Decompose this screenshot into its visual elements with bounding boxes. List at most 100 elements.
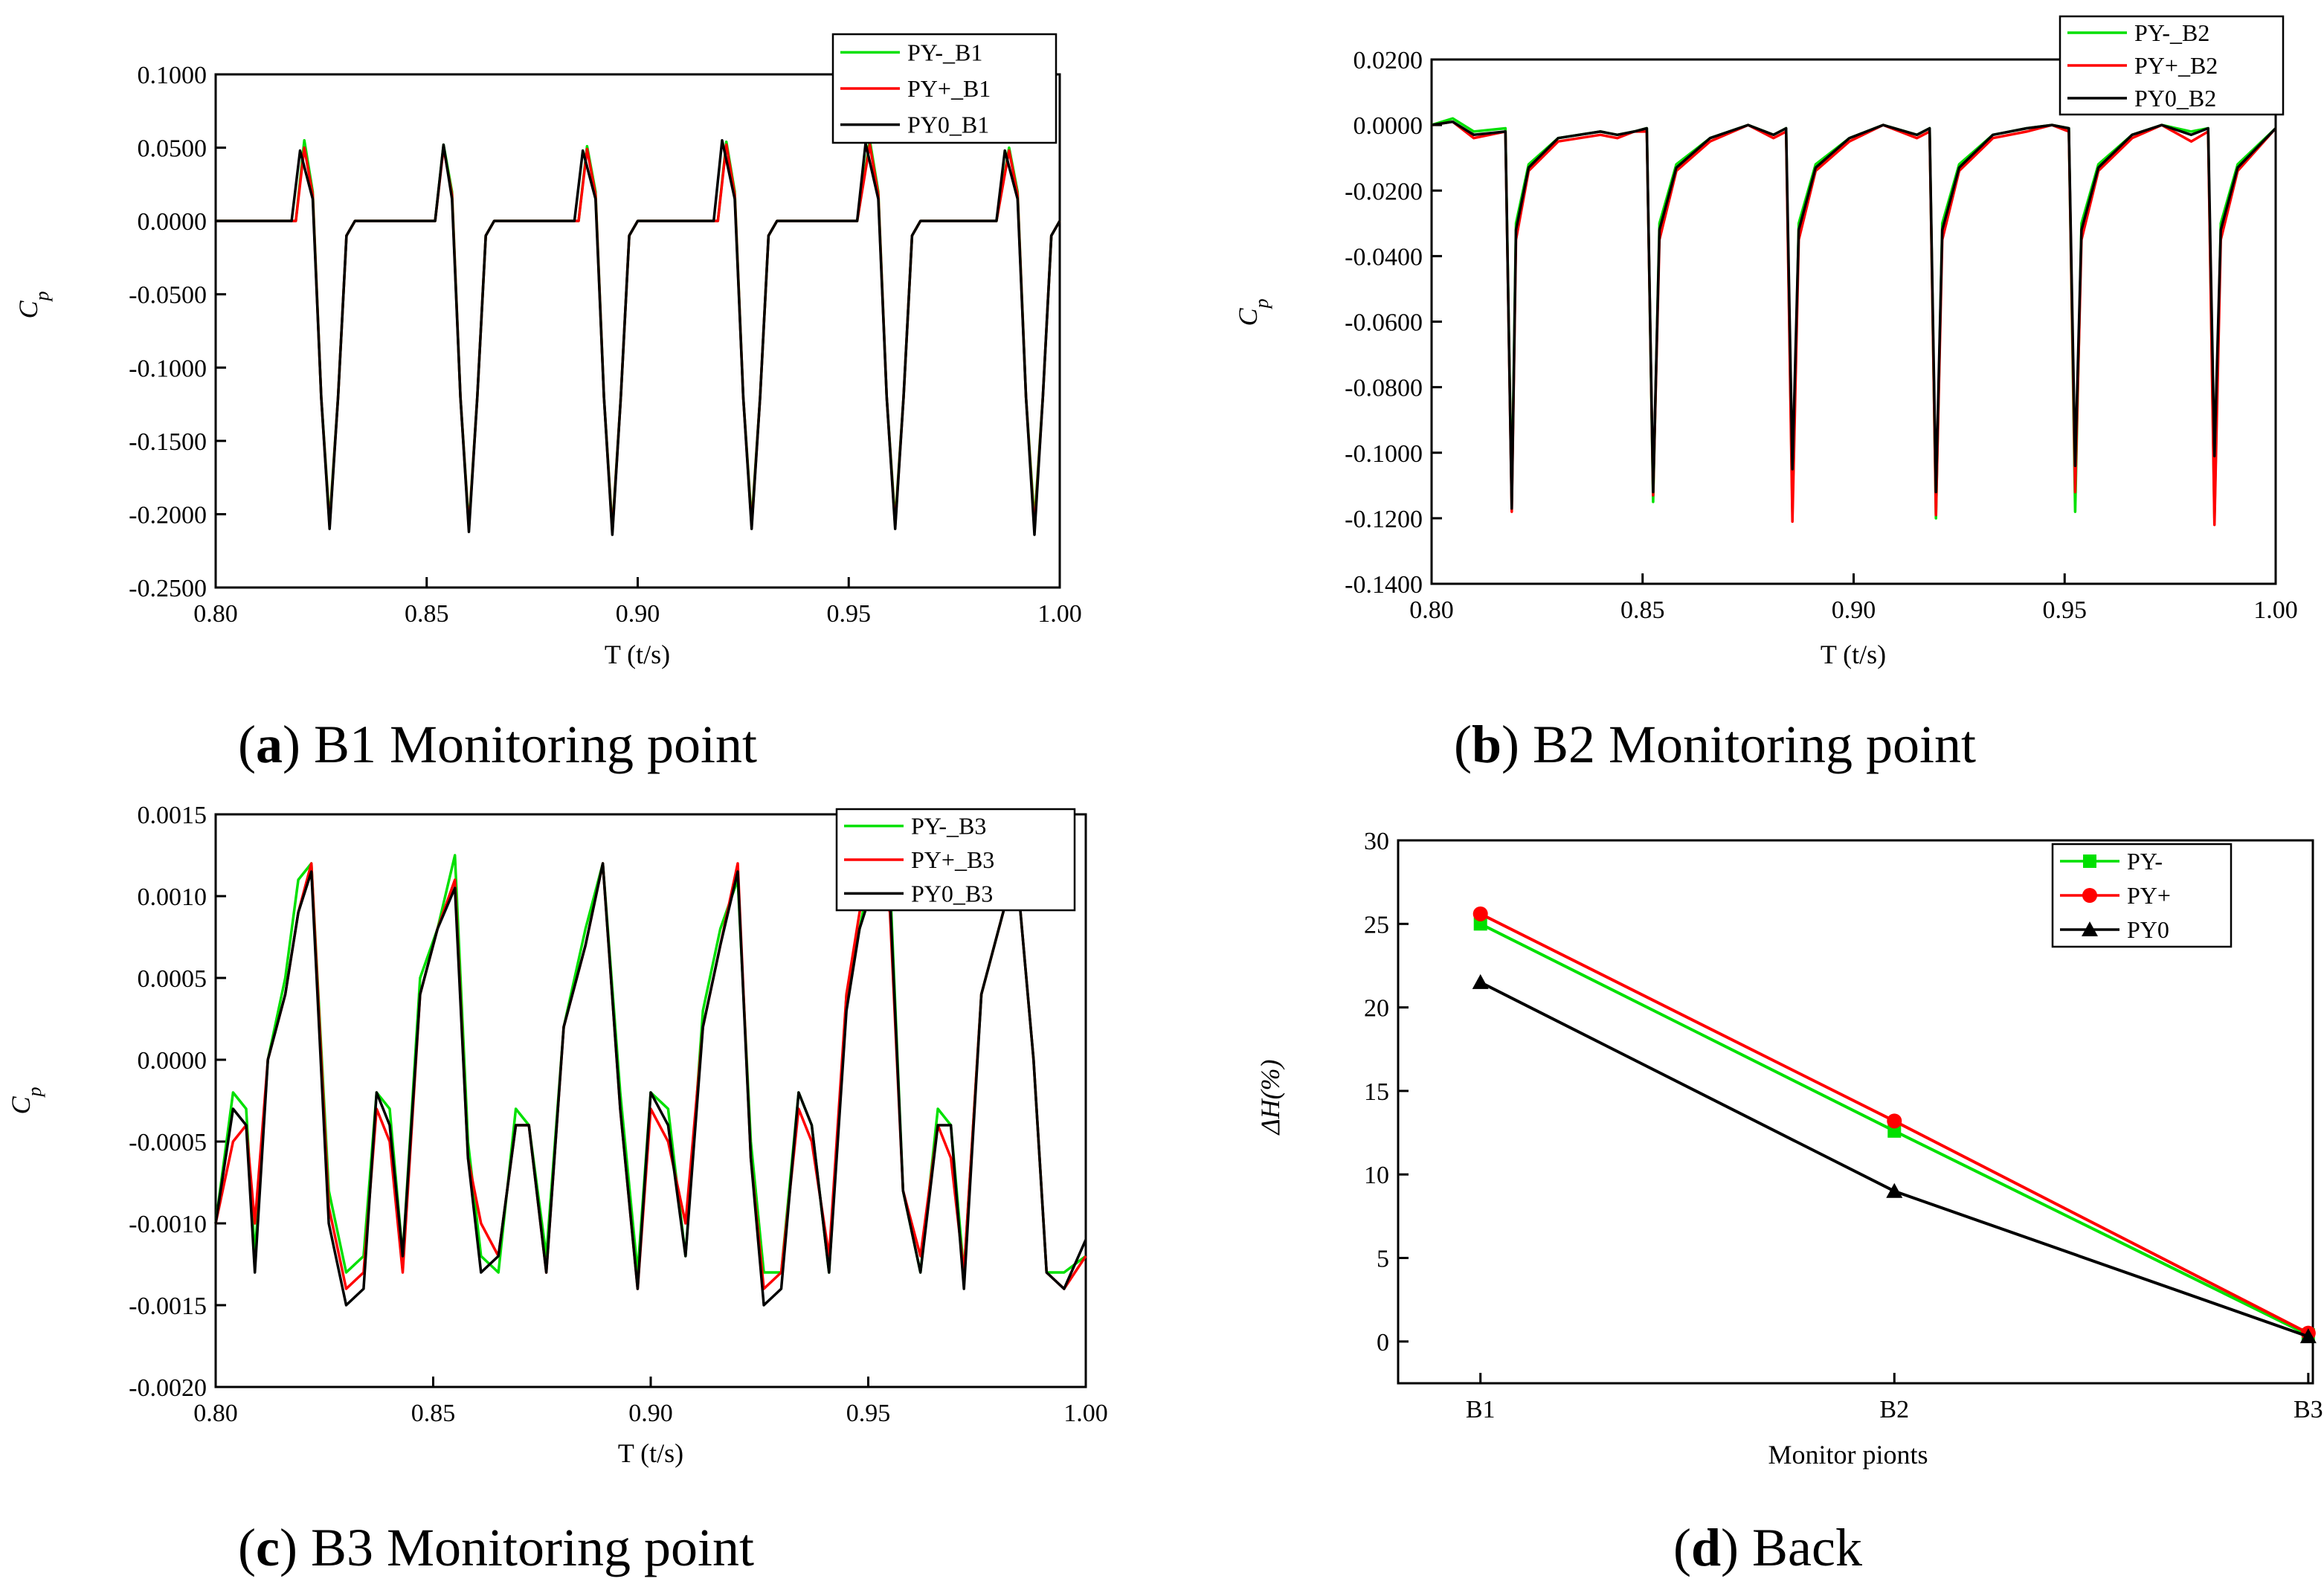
y-axis-label: Cp bbox=[6, 1087, 45, 1114]
y-tick-label: 15 bbox=[1364, 1078, 1389, 1106]
x-tick-label: 0.90 bbox=[1832, 596, 1876, 624]
x-tick-label: 0.85 bbox=[1620, 596, 1665, 624]
x-axis-label: T (t/s) bbox=[618, 1438, 683, 1468]
panel-caption: (a) B1 Monitoring point bbox=[238, 715, 757, 774]
series-line-pyplus-b3 bbox=[214, 846, 1087, 1290]
axis-ticks: 0.0200 0.0000 -0.0200 -0.0400 -0.0600 -0.0800… bbox=[1345, 47, 2298, 624]
data-point-py0 bbox=[2299, 1328, 2317, 1344]
y-tick-label: 10 bbox=[1364, 1162, 1389, 1189]
legend-marker bbox=[2082, 888, 2097, 903]
legend-marker bbox=[2083, 854, 2096, 868]
data-point-py0 bbox=[1472, 973, 1489, 989]
y-tick-label: 0.0000 bbox=[138, 1047, 207, 1075]
x-tick-label: B3 bbox=[2294, 1396, 2323, 1423]
y-tick-label: -0.1500 bbox=[129, 428, 207, 456]
y-tick-label: 0.0005 bbox=[138, 965, 207, 993]
y-tick-label: 0.0010 bbox=[138, 883, 207, 911]
y-tick-label: 0 bbox=[1377, 1329, 1389, 1356]
series-line-py0-b1 bbox=[216, 138, 1061, 536]
y-tick-label: -0.0500 bbox=[129, 282, 207, 309]
legend-label: PY0_B2 bbox=[2134, 85, 2216, 112]
x-tick-label: 0.95 bbox=[827, 600, 872, 628]
y-tick-label: 0.0500 bbox=[138, 135, 207, 163]
y-tick-label: 0.0000 bbox=[138, 208, 207, 236]
legend-label: PY-_B3 bbox=[911, 813, 986, 840]
x-tick-label: 0.80 bbox=[193, 600, 238, 628]
x-tick-label: 0.85 bbox=[411, 1400, 456, 1427]
legend: PY-_B3 PY+_B3 PY0_B3 bbox=[835, 808, 1076, 912]
series-line-pyplus-b2 bbox=[1431, 120, 2277, 527]
y-tick-label: 5 bbox=[1377, 1246, 1389, 1273]
panel-caption: (c) B3 Monitoring point bbox=[238, 1518, 754, 1577]
x-axis-label: T (t/s) bbox=[605, 640, 670, 669]
x-tick-label: 0.95 bbox=[846, 1400, 891, 1427]
x-tick-label: 0.90 bbox=[616, 600, 660, 628]
y-tick-label: -0.0020 bbox=[129, 1374, 207, 1402]
x-tick-label: 0.95 bbox=[2043, 596, 2088, 624]
panel-c: 0.0015 0.0010 0.0005 0.0000 -0.0005 -0.0010 -0… bbox=[6, 802, 1108, 1577]
y-tick-label: -0.0600 bbox=[1345, 309, 1423, 337]
x-tick-label: B2 bbox=[1879, 1396, 1909, 1423]
legend: PY- PY+ PY0 bbox=[2051, 843, 2233, 948]
y-axis-label: Cp bbox=[1233, 298, 1272, 326]
series-layer bbox=[216, 138, 1061, 536]
series-line-pyminus-b2 bbox=[1431, 117, 2277, 520]
x-axis-label: Monitor pionts bbox=[1768, 1440, 1928, 1470]
panel-caption: (b) B2 Monitoring point bbox=[1454, 715, 1976, 774]
y-axis-label: Cp bbox=[13, 291, 53, 318]
legend-label: PY+_B3 bbox=[911, 846, 994, 873]
legend: PY-_B2 PY+_B2 PY0_B2 bbox=[2059, 15, 2285, 116]
x-tick-label: 1.00 bbox=[2253, 596, 2298, 624]
x-tick-label: 0.90 bbox=[628, 1400, 673, 1427]
y-tick-label: -0.0015 bbox=[129, 1293, 207, 1320]
y-tick-label: 0.0200 bbox=[1353, 47, 1423, 74]
axis-ticks: 0.1000 0.0500 0.0000 -0.0500 -0.1000 -0.1500 -… bbox=[129, 62, 1082, 628]
y-tick-label: -0.0010 bbox=[129, 1211, 207, 1238]
y-tick-label: -0.0005 bbox=[129, 1129, 207, 1156]
legend-marker bbox=[2082, 921, 2098, 936]
axis-ticks: 30 25 20 15 10 5 0 B1 B2 B3 bbox=[1364, 828, 2323, 1423]
y-tick-label: -0.1000 bbox=[129, 355, 207, 382]
y-tick-label: -0.0800 bbox=[1345, 375, 1423, 402]
series-line-pyminus-b3 bbox=[214, 854, 1087, 1274]
legend-label: PY- bbox=[2127, 848, 2163, 875]
legend-label: PY-_B1 bbox=[907, 39, 982, 65]
panel-caption: (d) Back bbox=[1673, 1518, 1862, 1577]
legend-label: PY-_B2 bbox=[2134, 19, 2209, 46]
y-tick-label: 20 bbox=[1364, 995, 1389, 1023]
y-tick-label: -0.1000 bbox=[1345, 440, 1423, 468]
x-tick-label: 1.00 bbox=[1063, 1400, 1108, 1427]
y-tick-label: -0.2500 bbox=[129, 575, 207, 602]
legend-label: PY+ bbox=[2127, 882, 2171, 909]
panel-b: 0.0200 0.0000 -0.0200 -0.0400 -0.0600 -0.0800… bbox=[1233, 15, 2298, 774]
y-tick-label: -0.0200 bbox=[1345, 178, 1423, 205]
plot-frame bbox=[1397, 839, 2314, 1385]
legend-label: PY0_B3 bbox=[911, 880, 993, 907]
panel-a: 0.1000 0.0500 0.0000 -0.0500 -0.1000 -0.1500 -… bbox=[13, 33, 1082, 774]
legend-label: PY+_B1 bbox=[907, 75, 991, 102]
series-line-py0-b2 bbox=[1431, 120, 2277, 510]
y-tick-label: -0.0400 bbox=[1345, 243, 1423, 271]
data-point-pyplus bbox=[1887, 1113, 1902, 1129]
data-point-pyminus bbox=[1473, 917, 1487, 931]
series-layer bbox=[1472, 906, 2317, 1344]
y-tick-label: 0.0015 bbox=[138, 802, 207, 829]
series-line-py0-b3 bbox=[214, 862, 1087, 1307]
legend-label: PY0_B1 bbox=[907, 112, 989, 138]
y-tick-label: 25 bbox=[1364, 911, 1389, 939]
series-layer bbox=[1431, 117, 2277, 527]
x-tick-label: 0.80 bbox=[1409, 596, 1454, 624]
x-axis-label: T (t/s) bbox=[1821, 640, 1886, 669]
y-tick-label: -0.2000 bbox=[129, 501, 207, 529]
x-tick-label: 1.00 bbox=[1037, 600, 1082, 628]
axis-ticks: 0.0015 0.0010 0.0005 0.0000 -0.0005 -0.0010 -0… bbox=[129, 802, 1108, 1427]
legend-label: PY+_B2 bbox=[2134, 52, 2218, 79]
data-point-pyplus bbox=[1472, 906, 1488, 921]
x-tick-label: 0.85 bbox=[405, 600, 449, 628]
y-tick-label: -0.1200 bbox=[1345, 506, 1423, 533]
legend: PY-_B1 PY+_B1 PY0_B1 bbox=[831, 33, 1058, 144]
data-point-pyminus bbox=[1887, 1124, 1902, 1138]
y-axis-label: ΔH(%) bbox=[1255, 1059, 1285, 1136]
